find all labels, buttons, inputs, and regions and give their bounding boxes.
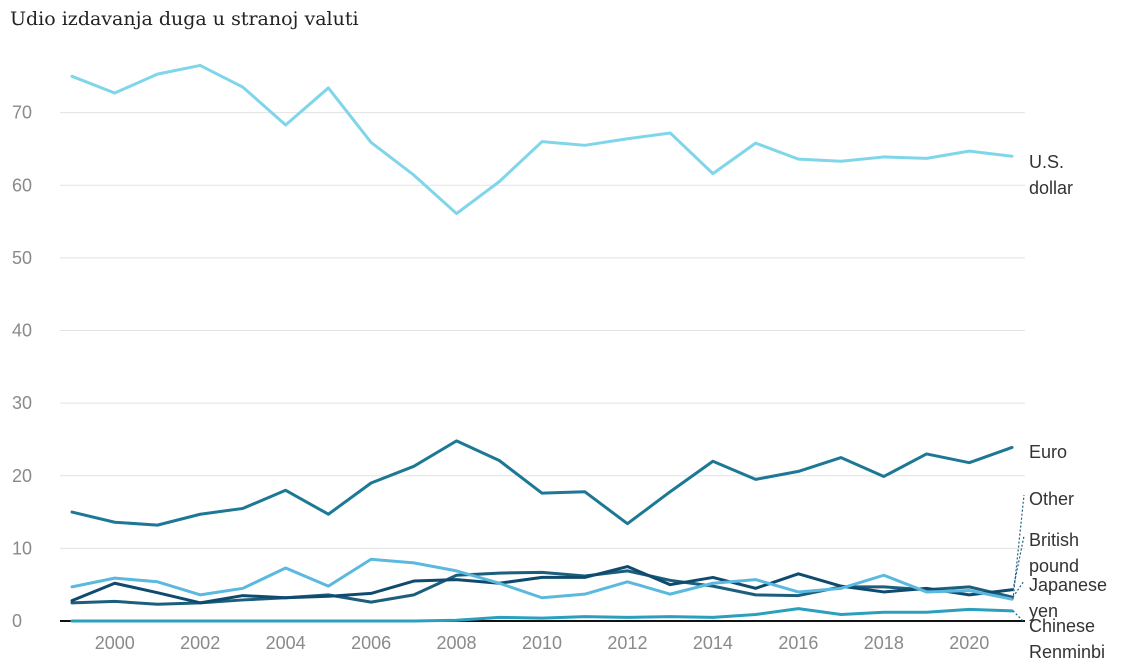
axes: 0 10 20 30 40 50 60 70 2000 2002 2004 2006 2008 2010 2… <box>12 103 1025 653</box>
x-tick-label: 2000 <box>95 633 135 653</box>
x-tick-label: 2014 <box>693 633 733 653</box>
series-line-british-pound <box>70 565 1014 605</box>
label-leader-line <box>1012 580 1025 598</box>
series-line-u-s-dollar <box>70 63 1014 216</box>
y-tick-label: 10 <box>12 538 32 558</box>
y-tick-label: 0 <box>12 611 22 631</box>
x-tick-label: 2008 <box>437 633 477 653</box>
y-tick-label: 60 <box>12 175 32 195</box>
series-line-other <box>70 557 1014 601</box>
y-tick-label: 40 <box>12 321 32 341</box>
x-tick-label: 2006 <box>351 633 391 653</box>
x-tick-label: 2010 <box>522 633 562 653</box>
label-leader-line <box>1012 610 1025 623</box>
series-label-british-pound: British pound <box>1029 530 1079 576</box>
series-lines <box>70 63 1014 623</box>
y-tick-label: 70 <box>12 103 32 123</box>
label-leader-line <box>1012 535 1025 590</box>
series-label-euro: Euro <box>1029 442 1067 462</box>
series-label-japanese-yen: Japanese yen <box>1029 575 1107 621</box>
x-tick-label: 2020 <box>949 633 989 653</box>
y-tick-label: 30 <box>12 393 32 413</box>
y-tick-label: 50 <box>12 248 32 268</box>
x-tick-label: 2012 <box>607 633 647 653</box>
x-tick-label: 2018 <box>864 633 904 653</box>
chart-title: Udio izdavanja duga u stranoj valuti <box>10 8 359 30</box>
grid-lines <box>60 112 1025 549</box>
x-tick-label: 2002 <box>180 633 220 653</box>
series-line-euro <box>70 439 1014 527</box>
series-label-other: Other <box>1029 489 1074 509</box>
series-label-u-s-dollar: U.S. dollar <box>1029 152 1073 198</box>
series-label-chinese-renminbi: Chinese Renminbi <box>1029 616 1105 659</box>
y-tick-label: 20 <box>12 466 32 486</box>
x-tick-label: 2016 <box>778 633 818 653</box>
series-line-chinese-renminbi <box>70 607 1014 623</box>
x-tick-label: 2004 <box>266 633 306 653</box>
